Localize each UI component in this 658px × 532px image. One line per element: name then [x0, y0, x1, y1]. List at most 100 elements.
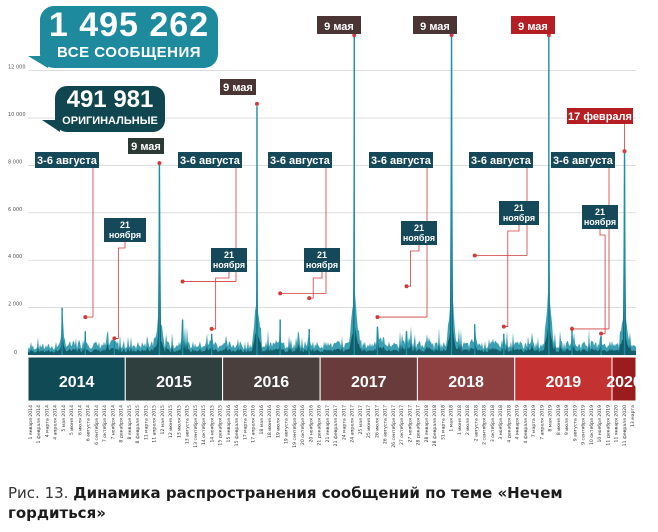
x-tick-label: 17 апреля 2016	[251, 405, 257, 443]
year-label: 2017	[351, 374, 387, 391]
annotation-point	[404, 284, 409, 289]
annotation-box	[582, 205, 618, 229]
x-tick-label: 15 января 2016	[226, 405, 232, 443]
x-tick-label: 11 апреля 2015	[152, 405, 158, 443]
year-band	[124, 356, 224, 402]
annotation-point	[307, 296, 312, 301]
y-tick-label: 2 000	[8, 302, 22, 308]
x-tick-label: 13 сентября 2015	[193, 405, 199, 448]
annotation-point	[157, 161, 162, 166]
x-tick-label: 21 февраля 2017	[333, 405, 339, 446]
year-band	[611, 356, 637, 402]
year-label: 2019	[546, 374, 582, 391]
annotation-leader	[114, 242, 126, 339]
x-tick-label: 3 октября 2018	[490, 405, 496, 442]
x-tick-label: 1 февраля 2014	[36, 405, 42, 444]
annotation-point	[278, 291, 283, 296]
annotation-box	[211, 248, 247, 272]
annotation-box	[499, 201, 539, 225]
total-messages-label: ВСЕ СООБЩЕНИЯ	[56, 44, 202, 61]
annotation-leader	[406, 245, 420, 287]
annotation-label: ноября	[503, 213, 535, 223]
annotation-box	[413, 16, 457, 34]
annotation-point	[112, 336, 117, 341]
x-tick-label: 13 августа 2015	[185, 405, 191, 444]
x-tick-label: 6 сентября 2014	[94, 405, 100, 445]
x-tick-label: 19 сентября 2016	[292, 405, 298, 448]
annotation-label: 21	[595, 207, 605, 217]
original-messages-label: ОРИГИНАЛЬНЫЕ	[62, 115, 158, 127]
x-tick-label: 20 ноября 2016	[308, 405, 314, 443]
x-tick-label: 8 июня 2019	[556, 405, 562, 435]
annotation-point	[83, 315, 88, 320]
annotation-label: 9 мая	[420, 21, 450, 33]
x-tick-label: 13 марта	[630, 405, 636, 427]
year-label: 2016	[254, 374, 290, 391]
annotation-box	[401, 221, 437, 245]
annotation-label: 21	[224, 250, 234, 260]
x-tick-label: 10 октября 2019	[589, 405, 595, 445]
x-tick-label: 21 января 2017	[325, 405, 331, 443]
y-tick-label: 4 000	[8, 254, 22, 260]
x-tick-label: 21 декабря 2016	[317, 405, 323, 446]
annotation-label: 21	[514, 203, 524, 213]
x-tick-label: 7 апреля 2019	[539, 405, 545, 440]
figure-title: Динамика распространения сообщений по те…	[8, 484, 563, 522]
annotation-label: 3-6 августа	[371, 155, 432, 167]
x-tick-label: 12 июня 2015	[168, 405, 174, 438]
x-tick-label: 25 мая 2017	[358, 405, 364, 435]
year-band	[416, 356, 516, 402]
x-tick-label: 15 февраля 2016	[234, 405, 240, 446]
x-tick-label: 14 октября 2015	[201, 405, 207, 445]
annotation-label: 9 мая	[131, 141, 161, 153]
annotation-label: 3-6 августа	[270, 155, 331, 167]
x-tick-label: 11 декабря 2019	[605, 405, 611, 446]
x-tick-label: 9 сентября 2019	[581, 405, 587, 445]
annotation-label: 3-6 августа	[471, 155, 532, 167]
x-tick-label: 27 октября 2017	[399, 405, 405, 445]
x-tick-label: 2 июля 2018	[465, 405, 471, 435]
x-tick-label: 31 марта 2018	[440, 405, 446, 440]
x-tick-label: 18 мая 2016	[259, 405, 265, 435]
annotation-box	[128, 138, 164, 154]
annotation-label: 21	[120, 220, 130, 230]
x-tick-label: 2 сентября 2018	[482, 405, 488, 445]
x-tick-label: 11 января 2020	[614, 405, 620, 443]
annotation-box	[104, 218, 146, 242]
annotation-point	[180, 279, 185, 284]
annotation-label: ноября	[306, 260, 338, 270]
x-tick-label: 25 июня 2017	[366, 405, 372, 438]
x-tick-label: 5 июня 2014	[69, 405, 75, 435]
year-band	[222, 356, 321, 402]
annotation-leader	[211, 272, 230, 330]
x-tick-label: 4 февраля 2019	[523, 405, 529, 444]
annotation-point	[375, 315, 380, 320]
year-label: 2018	[448, 374, 484, 391]
x-tick-label: 4 апреля 2014	[53, 405, 59, 440]
year-label: 2015	[156, 374, 192, 391]
annotation-point	[254, 101, 259, 106]
x-tick-label: 1 июня 2018	[457, 405, 463, 435]
x-tick-label: 26 июля 2017	[374, 405, 380, 438]
x-tick-label: 11 марта 2015	[144, 405, 150, 440]
annotation-box	[369, 152, 433, 168]
annotation-point	[209, 326, 214, 331]
annotation-box	[317, 16, 361, 34]
x-tick-label: 28 февраля 2018	[432, 405, 438, 446]
annotation-leader	[503, 225, 520, 327]
x-tick-label: 19 августа 2016	[284, 405, 290, 444]
x-tick-label: 24 марта 2017	[341, 405, 347, 440]
year-label: 2020	[606, 374, 642, 391]
x-tick-label: 8 декабря 2014	[119, 405, 125, 443]
annotation-box	[511, 16, 555, 34]
annotation-box	[304, 248, 340, 272]
x-tick-label: 9 августа 2019	[572, 405, 578, 441]
x-tick-label: 7 марта 2019	[531, 405, 537, 437]
annotation-label: ноября	[109, 230, 141, 240]
x-tick-label: 24 апреля 2017	[350, 405, 356, 443]
x-tick-label: 7 ноября 2014	[111, 405, 117, 440]
x-tick-label: 11 февраля 2020	[622, 405, 628, 446]
x-tick-label: 13 июля 2015	[176, 405, 182, 438]
annotation-label: 17 февраля	[568, 111, 632, 123]
